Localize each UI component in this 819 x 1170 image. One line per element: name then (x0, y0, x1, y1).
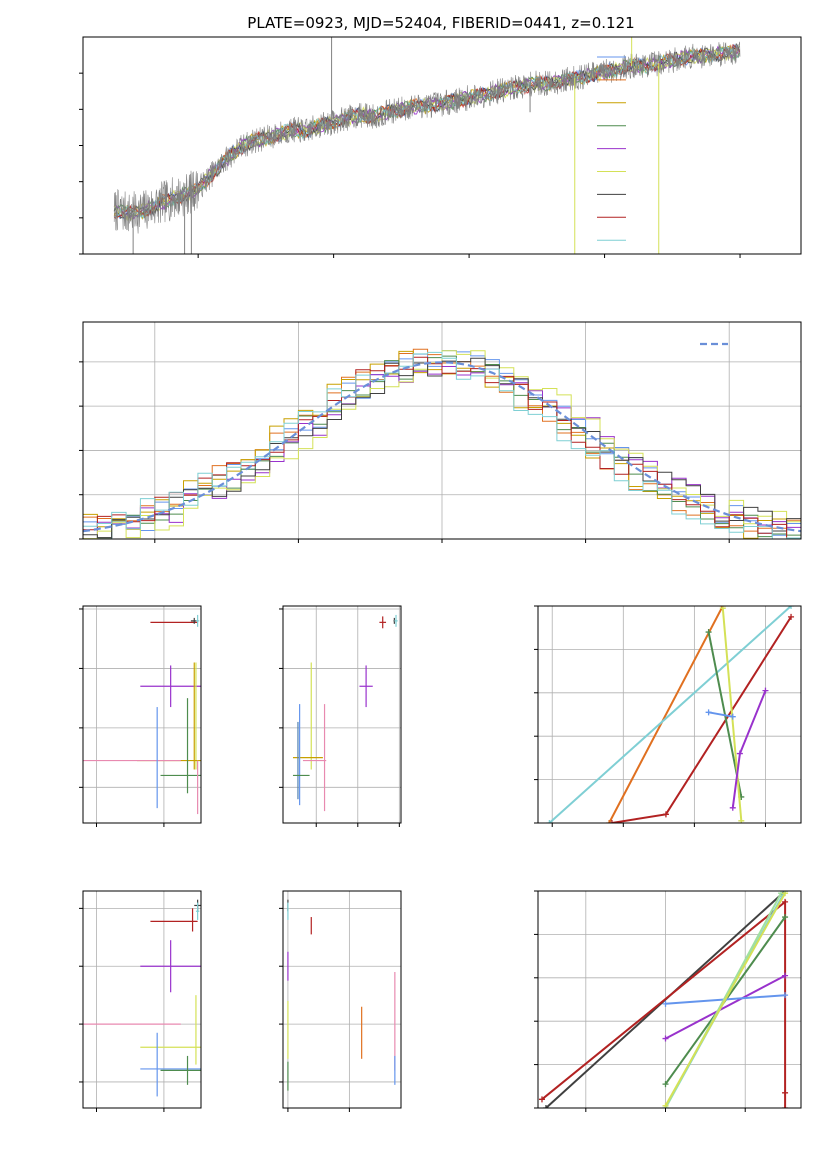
axes-frame (82, 321, 802, 540)
panel-age-vs-mass (279, 605, 402, 827)
axes-frame (82, 605, 202, 824)
figure-title: PLATE=0923, MJD=52404, FIBERID=0441, z=0… (247, 14, 634, 32)
plus-marker (788, 613, 795, 620)
errorbar-point (394, 614, 398, 627)
plus-marker (782, 914, 789, 921)
plus-marker (705, 629, 712, 636)
plus-marker (662, 811, 669, 818)
residual-histogram (83, 351, 801, 539)
plus-marker (782, 1105, 789, 1108)
panel-age-vs-Z (79, 605, 202, 827)
errorbar-point (359, 665, 373, 708)
errorbar-point (379, 616, 387, 629)
plus-marker (782, 1089, 789, 1096)
plus-marker (662, 1081, 669, 1088)
plus-marker (736, 750, 743, 757)
plus-marker (608, 820, 615, 823)
plus-marker (762, 687, 769, 694)
panel-weight-vs-Z (534, 890, 802, 1112)
panel-mass-vs-EBV (279, 890, 402, 1112)
plot-area (538, 606, 801, 823)
errorbar-point (140, 665, 201, 708)
errorbar-point (195, 614, 200, 627)
weight-line (541, 899, 787, 1108)
residual-histogram (83, 350, 801, 539)
panel-residuals (79, 321, 802, 543)
panel-weight-vs-age (534, 605, 802, 827)
plot-area (83, 606, 201, 823)
weight-line (608, 606, 724, 823)
model-line (113, 43, 740, 220)
plot-area (113, 37, 741, 254)
panels (79, 36, 802, 1112)
plus-marker (782, 898, 789, 905)
plot-area (283, 891, 401, 1108)
gaussian-curve (83, 361, 801, 533)
axes-frame (282, 605, 402, 824)
axes-frame (282, 890, 402, 1109)
errorbar-point (140, 940, 201, 993)
axes-frame (82, 36, 802, 255)
axes-frame (537, 605, 802, 824)
plot-area (83, 322, 801, 539)
weight-line (721, 608, 743, 821)
plus-marker (782, 972, 789, 979)
plus-marker (606, 820, 613, 823)
plot-area (83, 891, 201, 1108)
model-line (113, 45, 740, 220)
plus-marker (729, 804, 736, 811)
plus-marker (542, 1105, 549, 1108)
plus-marker (788, 606, 795, 609)
model-line (113, 44, 740, 219)
axes-frame (537, 890, 802, 1109)
plot-area (538, 891, 801, 1108)
weight-line (664, 892, 786, 1107)
errorbar-point (195, 902, 200, 920)
plus-marker (662, 1000, 669, 1007)
plus-marker (546, 820, 553, 823)
model-line (113, 45, 740, 220)
panel-spectrum (79, 36, 802, 258)
plus-marker (662, 1035, 669, 1042)
plus-marker (729, 713, 736, 720)
axes-frame (82, 890, 202, 1109)
plot-area (283, 606, 401, 823)
plus-marker (782, 992, 789, 999)
panel-mass-vs-Z (79, 890, 202, 1112)
weight-line (548, 606, 792, 823)
plus-marker (538, 1096, 545, 1103)
weight-line (708, 711, 733, 718)
observed-spectrum (113, 41, 741, 234)
weight-line (665, 974, 786, 1040)
plus-marker (705, 709, 712, 716)
